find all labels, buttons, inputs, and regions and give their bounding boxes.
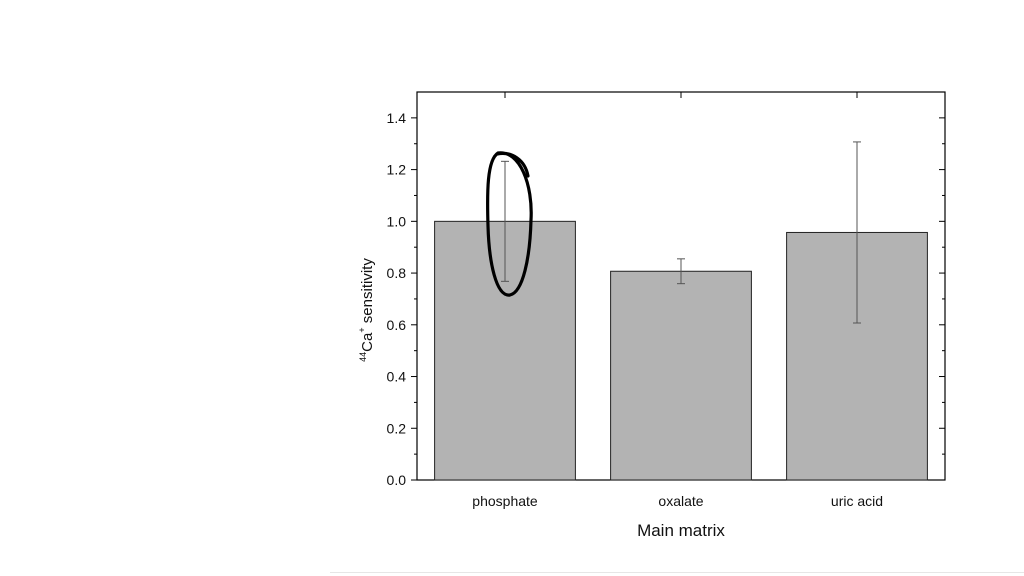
y-tick-label: 0.8 [387,265,407,281]
y-axis-label-charge-superscript: + [357,327,367,332]
y-tick-label: 0.6 [387,317,407,333]
y-tick-label: 0.0 [387,472,407,488]
y-tick-label: 1.2 [387,162,407,178]
x-axis-tick-labels: phosphate oxalate uric acid [472,493,883,509]
y-axis-tick-labels: 0.0 0.2 0.4 0.6 0.8 1.0 1.2 1.4 [387,110,407,488]
y-tick-label: 0.4 [387,369,407,385]
y-tick-label: 0.2 [387,420,407,436]
bars [434,220,928,481]
x-tick-label: uric acid [831,493,883,509]
y-axis-ticks [411,92,945,481]
bar [610,270,752,481]
y-tick-label: 1.0 [387,213,407,229]
y-tick-label: 1.4 [387,110,407,126]
x-axis-label: Main matrix [637,521,725,540]
hand-drawn-annotation-ellipse [485,151,533,297]
bottom-divider [330,572,1024,573]
y-axis-label: 44Ca+ sensitivity [357,258,376,362]
y-axis-label-rest: sensitivity [359,258,376,328]
error-bars [501,141,861,324]
y-axis-label-mass-superscript: 44 [358,352,368,362]
y-axis-label-element: Ca [359,332,376,352]
x-tick-label: oxalate [658,493,703,509]
x-tick-label: phosphate [472,493,538,509]
